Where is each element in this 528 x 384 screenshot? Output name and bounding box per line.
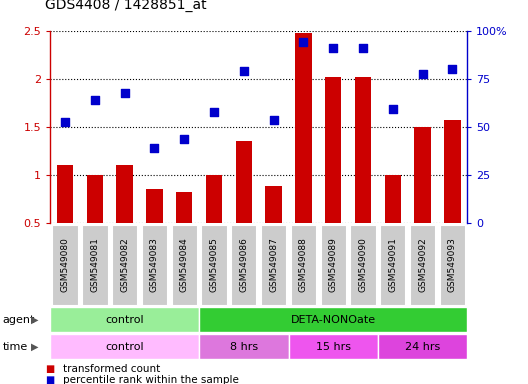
Text: ▶: ▶ (31, 314, 39, 325)
Text: GSM549092: GSM549092 (418, 238, 427, 292)
FancyBboxPatch shape (291, 225, 316, 305)
Text: 8 hrs: 8 hrs (230, 341, 258, 352)
FancyBboxPatch shape (199, 334, 288, 359)
FancyBboxPatch shape (50, 334, 199, 359)
FancyBboxPatch shape (378, 334, 467, 359)
Point (91, 97, 99, 103)
Bar (146, 189, 163, 223)
Point (359, 45, 367, 51)
FancyBboxPatch shape (172, 225, 197, 305)
Bar (444, 120, 460, 223)
Point (389, 106, 397, 113)
Text: 15 hrs: 15 hrs (316, 341, 351, 352)
Text: time: time (3, 341, 28, 352)
Point (150, 145, 158, 151)
Text: GSM549083: GSM549083 (150, 238, 159, 292)
FancyBboxPatch shape (351, 225, 375, 305)
Point (299, 39, 308, 45)
Bar (295, 33, 312, 223)
Bar (414, 127, 431, 223)
Point (210, 109, 218, 116)
Text: control: control (105, 314, 144, 325)
Bar (384, 175, 401, 223)
FancyBboxPatch shape (82, 225, 108, 305)
Bar (176, 192, 192, 223)
Text: ■: ■ (45, 364, 54, 374)
Text: GSM549088: GSM549088 (299, 238, 308, 292)
Text: control: control (105, 341, 144, 352)
Text: GSM549085: GSM549085 (210, 238, 219, 292)
Bar (325, 77, 342, 223)
Bar (57, 165, 73, 223)
Text: GSM549080: GSM549080 (61, 238, 70, 292)
Text: DETA-NONOate: DETA-NONOate (290, 314, 376, 325)
Point (418, 71, 427, 77)
Text: GSM549089: GSM549089 (329, 238, 338, 292)
Text: ■: ■ (45, 375, 54, 384)
FancyBboxPatch shape (231, 225, 257, 305)
Bar (266, 186, 282, 223)
Text: GSM549086: GSM549086 (239, 238, 248, 292)
Point (240, 68, 248, 74)
Text: ▶: ▶ (31, 341, 39, 352)
Text: agent: agent (3, 314, 35, 325)
FancyBboxPatch shape (142, 225, 167, 305)
Text: GSM549091: GSM549091 (388, 238, 397, 292)
Point (120, 90, 129, 96)
Point (329, 45, 337, 51)
Bar (206, 175, 222, 223)
Bar (235, 141, 252, 223)
Bar (355, 77, 371, 223)
FancyBboxPatch shape (320, 225, 346, 305)
Text: GSM549093: GSM549093 (448, 238, 457, 292)
Text: percentile rank within the sample: percentile rank within the sample (63, 375, 239, 384)
FancyBboxPatch shape (440, 225, 465, 305)
Point (269, 117, 278, 123)
Bar (87, 175, 103, 223)
FancyBboxPatch shape (410, 225, 435, 305)
Text: GSM549081: GSM549081 (90, 238, 99, 292)
FancyBboxPatch shape (201, 225, 227, 305)
Text: GSM549084: GSM549084 (180, 238, 188, 292)
FancyBboxPatch shape (380, 225, 406, 305)
Text: GSM549082: GSM549082 (120, 238, 129, 292)
Point (180, 136, 188, 142)
Point (61, 119, 69, 125)
Bar (117, 165, 133, 223)
Text: GDS4408 / 1428851_at: GDS4408 / 1428851_at (45, 0, 206, 12)
Text: transformed count: transformed count (63, 364, 161, 374)
FancyBboxPatch shape (261, 225, 286, 305)
Point (448, 66, 457, 72)
Text: GSM549087: GSM549087 (269, 238, 278, 292)
Text: GSM549090: GSM549090 (359, 238, 367, 292)
FancyBboxPatch shape (199, 307, 467, 332)
Text: 24 hrs: 24 hrs (405, 341, 440, 352)
FancyBboxPatch shape (112, 225, 137, 305)
FancyBboxPatch shape (288, 334, 378, 359)
FancyBboxPatch shape (52, 225, 78, 305)
FancyBboxPatch shape (50, 307, 199, 332)
